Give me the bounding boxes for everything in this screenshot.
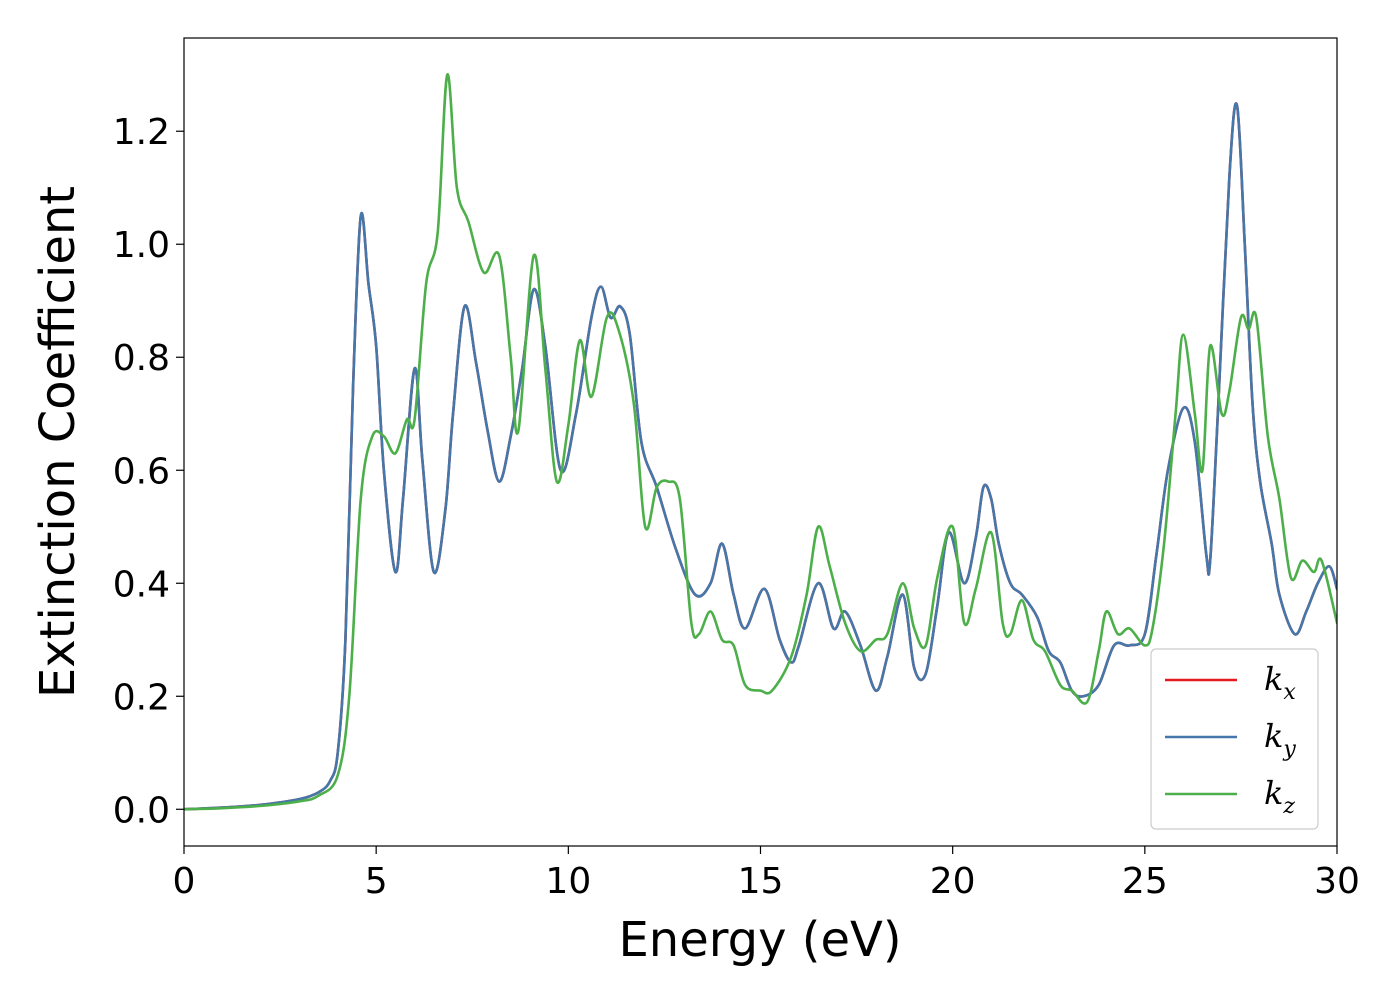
- y-tick-label: 0.6: [113, 451, 170, 492]
- x-tick-label: 0: [173, 861, 196, 902]
- x-tick-label: 5: [365, 861, 388, 902]
- y-tick-label: 0.8: [113, 338, 170, 379]
- x-tick-label: 20: [930, 861, 976, 902]
- x-tick-label: 15: [738, 861, 784, 902]
- legend-label-kz: kz: [1264, 774, 1295, 819]
- legend-label-ky: ky: [1264, 717, 1296, 762]
- legend-box: [1150, 648, 1319, 830]
- y-tick-label: 1.0: [113, 225, 170, 266]
- x-axis-label: Energy (eV): [618, 912, 901, 968]
- series-line-kz: [184, 73, 1337, 811]
- legend-label-kx: kx: [1264, 660, 1296, 705]
- y-tick-label: 0.2: [113, 677, 170, 718]
- series-layer: [184, 73, 1337, 811]
- x-tick-label: 30: [1314, 861, 1360, 902]
- y-tick-label: 1.2: [113, 112, 170, 153]
- y-axis: 0.0 0.2 0.4 0.6 0.8 1.0 1.2: [113, 112, 184, 831]
- x-tick-label: 10: [545, 861, 591, 902]
- y-axis-label: Extinction Coefficient: [30, 186, 86, 698]
- legend: kx ky kz: [1150, 648, 1319, 830]
- y-tick-label: 0.4: [113, 564, 170, 605]
- y-tick-label: 0.0: [113, 790, 170, 831]
- x-tick-label: 25: [1122, 861, 1168, 902]
- x-axis: 0 5 10 15 20 25 30: [173, 846, 1360, 902]
